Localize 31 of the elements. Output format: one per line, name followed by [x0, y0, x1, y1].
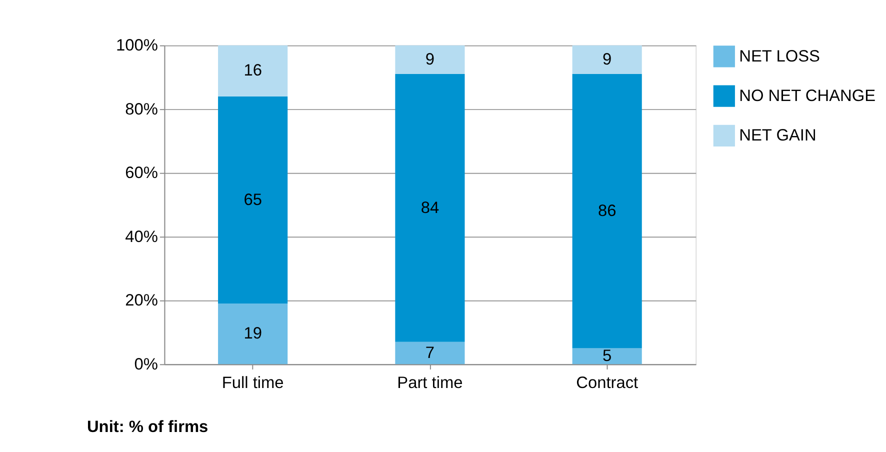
bar [572, 74, 642, 348]
y-tick-label: 80% [125, 100, 158, 118]
data-label: 84 [420, 198, 440, 217]
bar [218, 96, 288, 304]
bar [395, 342, 465, 364]
data-label: 86 [598, 202, 616, 220]
data-label: 7 [425, 344, 435, 362]
bar [218, 45, 288, 96]
legend-label: NO NET CHANGE [739, 86, 876, 105]
data-label: 16 [244, 62, 262, 80]
bar [395, 45, 465, 74]
legend-label: NET LOSS [739, 47, 820, 66]
data-label: 65 [244, 190, 262, 209]
x-tick-label: Contract [576, 374, 639, 392]
data-label: 9 [425, 50, 435, 68]
bar [218, 304, 288, 364]
y-tick-label: 0% [134, 355, 158, 374]
y-tick-label: 100% [116, 36, 158, 55]
data-label: 5 [602, 347, 612, 366]
x-tick-label: Part time [397, 374, 463, 392]
y-tick-label: 20% [125, 292, 158, 310]
y-tick-label: 40% [125, 228, 158, 246]
x-tick-label: Full time [222, 374, 284, 392]
data-label: 19 [244, 324, 262, 343]
bar [572, 348, 642, 364]
y-tick-label: 60% [125, 164, 158, 182]
bar [395, 74, 465, 342]
text: Unit: % of firms [86, 418, 208, 436]
bar [572, 45, 642, 74]
legend-label: NET GAIN [739, 126, 816, 144]
data-label: 9 [602, 50, 612, 68]
